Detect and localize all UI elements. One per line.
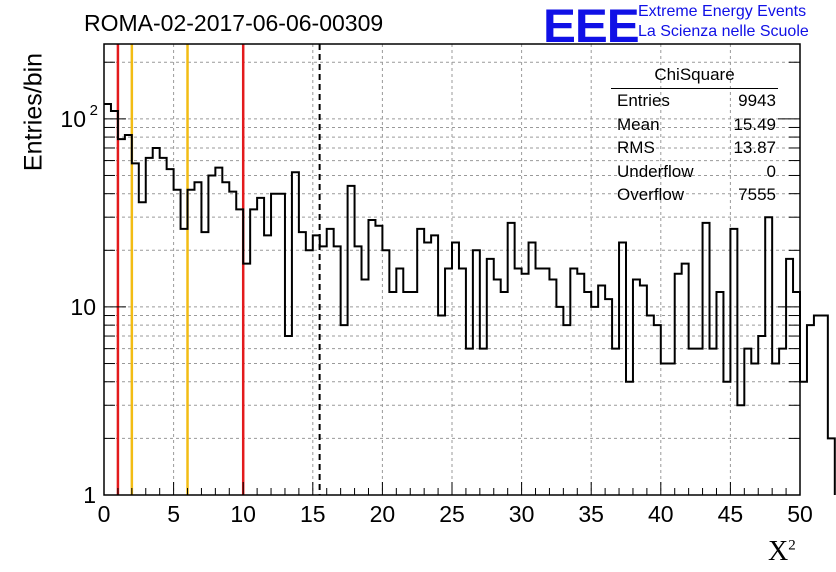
run-title: ROMA-02-2017-06-06-00309 bbox=[84, 10, 384, 36]
y-tick-exponent: 2 bbox=[90, 102, 98, 119]
eee-logo: EEE bbox=[543, 0, 640, 52]
histogram-outline bbox=[104, 102, 836, 495]
x-axis-label: X2 bbox=[768, 536, 796, 568]
stats-row: Underflow 0 bbox=[611, 160, 778, 184]
stats-label: Entries bbox=[617, 91, 670, 110]
x-tick-label: 5 bbox=[167, 501, 180, 527]
x-axis: 0 5 10 15 20 25 30 35 40 45 50 bbox=[98, 482, 813, 527]
logo-caption-2: La Scienza nelle Scuole bbox=[638, 23, 809, 40]
y-tick-label: 10 bbox=[70, 294, 96, 320]
stats-title: ChiSquare bbox=[611, 65, 778, 89]
stats-label: RMS bbox=[617, 138, 655, 157]
x-axis-label-base: X bbox=[768, 536, 789, 567]
stats-box: ChiSquare Entries 9943 Mean 15.49 RMS 13.87… bbox=[611, 65, 778, 207]
stats-label: Mean bbox=[617, 114, 660, 134]
stats-row: Entries 9943 bbox=[611, 89, 778, 113]
stats-label: Underflow bbox=[617, 161, 694, 181]
x-tick-label: 35 bbox=[578, 501, 604, 527]
stats-value: 13.87 bbox=[733, 138, 776, 157]
y-tick-label: 10 bbox=[60, 106, 86, 132]
grid-lines bbox=[104, 44, 800, 495]
marker-lines bbox=[116, 44, 321, 495]
x-tick-label: 45 bbox=[718, 501, 744, 527]
x-tick-label: 10 bbox=[230, 501, 256, 527]
x-tick-label: 15 bbox=[300, 501, 326, 527]
stats-row: Mean 15.49 bbox=[611, 113, 778, 137]
x-tick-label: 20 bbox=[370, 501, 396, 527]
x-axis-label-superscript: 2 bbox=[788, 537, 796, 554]
x-tick-label: 0 bbox=[98, 501, 111, 527]
x-tick-label: 40 bbox=[648, 501, 674, 527]
logo-caption-1: Extreme Energy Events bbox=[638, 3, 807, 20]
x-tick-label: 30 bbox=[509, 501, 535, 527]
stats-label: Overflow bbox=[617, 185, 685, 204]
stats-value: 0 bbox=[766, 161, 776, 181]
stats-row: Overflow 7555 bbox=[611, 183, 778, 207]
stats-row: RMS 13.87 bbox=[611, 136, 778, 160]
stats-value: 9943 bbox=[738, 91, 776, 110]
y-tick-label: 1 bbox=[83, 482, 96, 508]
stats-value: 15.49 bbox=[733, 114, 776, 134]
y-axis-label: Entries/bin bbox=[19, 52, 48, 172]
x-tick-label: 50 bbox=[787, 501, 813, 527]
stats-value: 7555 bbox=[738, 185, 776, 204]
x-tick-label: 25 bbox=[439, 501, 465, 527]
